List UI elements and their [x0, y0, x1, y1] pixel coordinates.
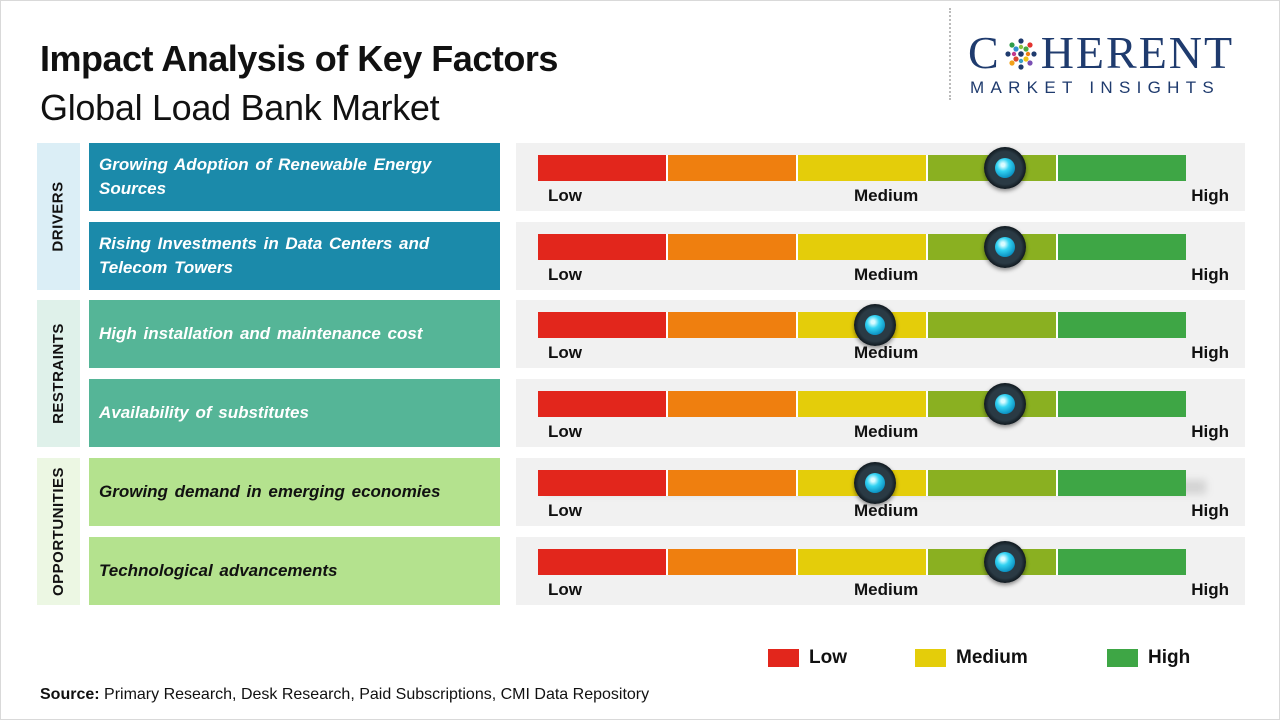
- gauge-segment-5: [1058, 470, 1186, 496]
- gauge-segment-3: [798, 391, 928, 417]
- gauge-label-low: Low: [548, 186, 582, 205]
- gauge-label-high: High: [1191, 343, 1229, 362]
- factor-box: Rising Investments in Data Centers and T…: [89, 222, 500, 290]
- category-label-opportunities: OPPORTUNITIES: [50, 466, 68, 597]
- gauge-bar: [538, 549, 1186, 575]
- gauge-bar: [538, 391, 1186, 417]
- source-note: Source: Primary Research, Desk Research,…: [40, 686, 649, 704]
- gauge-label-high: High: [1191, 422, 1229, 441]
- gauge-label-low: Low: [548, 343, 582, 362]
- gauge-indicator: [983, 226, 1026, 268]
- factor-box: Growing Adoption of Renewable Energy Sou…: [89, 143, 500, 211]
- page-title: Impact Analysis of Key Factors: [40, 38, 558, 79]
- gauge-label-high: High: [1191, 265, 1229, 284]
- impact-gauge: Low Medium High: [516, 537, 1245, 605]
- gauge-indicator: [853, 304, 896, 346]
- gauge-segment-5: [1058, 549, 1186, 575]
- gauge-label-high: High: [1191, 186, 1229, 205]
- gauge-label-low: Low: [548, 422, 582, 441]
- gauge-segment-2: [668, 549, 798, 575]
- impact-gauge: Low Medium High: [516, 458, 1245, 526]
- category-drivers: DRIVERS: [37, 143, 80, 290]
- gauge-segment-3: [798, 234, 928, 260]
- gauge-label-low: Low: [548, 501, 582, 520]
- category-label-drivers: DRIVERS: [50, 181, 67, 252]
- gauge-label-medium: Medium: [854, 422, 919, 441]
- impact-gauge: Low Medium High: [516, 300, 1245, 368]
- category-restraints: RESTRAINTS: [37, 300, 80, 447]
- source-text: Primary Research, Desk Research, Paid Su…: [99, 686, 650, 703]
- legend-label-low: Low: [809, 647, 847, 668]
- legend-swatch-high: [1107, 649, 1138, 667]
- gauge-segment-1: [538, 155, 668, 181]
- category-label-restraints: RESTRAINTS: [50, 323, 67, 424]
- page-subtitle: Global Load Bank Market: [40, 87, 440, 128]
- impact-gauge: Low Medium High: [516, 143, 1245, 211]
- gauge-label-high: High: [1191, 580, 1229, 599]
- gauge-indicator: [853, 462, 896, 504]
- gauge-label-medium: Medium: [854, 186, 919, 205]
- gauge-segment-1: [538, 312, 668, 338]
- gauge-segment-1: [538, 234, 668, 260]
- factor-box: Technological advancements: [89, 537, 500, 605]
- impact-gauge: Low Medium High: [516, 222, 1245, 290]
- gauge-label-low: Low: [548, 580, 582, 599]
- legend-item-high: High: [1107, 647, 1190, 669]
- gauge-label-medium: Medium: [854, 580, 919, 599]
- gauge-segment-4: [928, 470, 1058, 496]
- source-label: Source:: [40, 686, 100, 703]
- gauge-segment-3: [798, 155, 928, 181]
- gauge-label-low: Low: [548, 265, 582, 284]
- factor-box: High installation and maintenance cost: [89, 300, 500, 368]
- gauge-label-medium: Medium: [854, 265, 919, 284]
- globe-icon: [1005, 38, 1037, 70]
- gauge-segment-2: [668, 155, 798, 181]
- gauge-segment-2: [668, 312, 798, 338]
- impact-gauge: Low Medium High: [516, 379, 1245, 447]
- gauge-label-high: High: [1191, 501, 1229, 520]
- gauge-label-medium: Medium: [854, 501, 919, 520]
- logo-letter-c: C: [968, 27, 1001, 78]
- company-logo: C HERENT MARKET INSIGHTS: [968, 28, 1268, 100]
- gauge-indicator: [983, 147, 1026, 189]
- legend-swatch-medium: [915, 649, 946, 667]
- factor-box: Availability of substitutes: [89, 379, 500, 447]
- gauge-segment-1: [538, 549, 668, 575]
- gauge-segment-5: [1058, 155, 1186, 181]
- gauge-segment-1: [538, 391, 668, 417]
- gauge-bar: [538, 155, 1186, 181]
- legend-label-medium: Medium: [956, 647, 1028, 668]
- gauge-segment-5: [1058, 391, 1186, 417]
- category-opportunities: OPPORTUNITIES: [37, 458, 80, 605]
- gauge-bar: [538, 312, 1186, 338]
- gauge-indicator: [983, 541, 1026, 583]
- gauge-segment-5: [1058, 312, 1186, 338]
- gauge-segment-3: [798, 549, 928, 575]
- gauge-segment-2: [668, 470, 798, 496]
- gauge-segment-2: [668, 234, 798, 260]
- legend-item-low: Low: [768, 647, 847, 669]
- gauge-segment-2: [668, 391, 798, 417]
- gauge-segment-4: [928, 312, 1058, 338]
- logo-wordmark: C HERENT: [968, 28, 1234, 78]
- gauge-bar: [538, 234, 1186, 260]
- factor-box: Growing demand in emerging economies: [89, 458, 500, 526]
- gauge-segment-1: [538, 470, 668, 496]
- legend-item-medium: Medium: [915, 647, 1028, 669]
- logo-divider: [949, 8, 951, 100]
- gauge-segment-5: [1058, 234, 1186, 260]
- logo-tagline: MARKET INSIGHTS: [970, 78, 1221, 97]
- logo-letters-herent: HERENT: [1040, 27, 1235, 78]
- legend-swatch-low: [768, 649, 799, 667]
- gauge-label-medium: Medium: [854, 343, 919, 362]
- legend-label-high: High: [1148, 647, 1191, 668]
- gauge-indicator: [983, 383, 1026, 425]
